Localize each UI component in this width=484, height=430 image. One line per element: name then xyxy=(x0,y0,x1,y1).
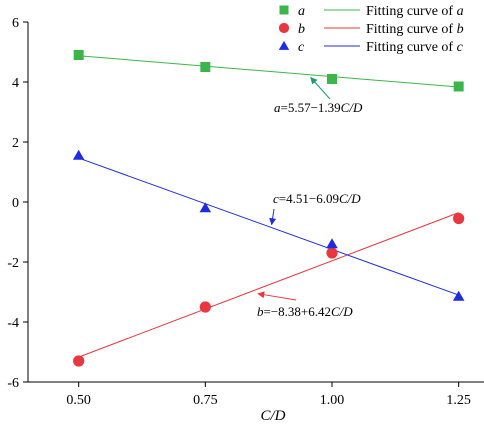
fit-annotations: a=5.57−1.39C/D b=−8.38+6.42C/D c=4.51−6.09… xyxy=(257,76,363,319)
data-point-b xyxy=(199,301,211,313)
x-tick-label: 0.75 xyxy=(193,393,218,408)
annotation-arrow-b xyxy=(257,291,297,301)
data-markers xyxy=(72,50,465,367)
legend-fit-label-a: Fitting curve of a xyxy=(366,4,464,19)
data-point-c xyxy=(72,149,85,160)
legend-fit-label-c: Fitting curve of c xyxy=(366,40,464,55)
data-point-c xyxy=(199,202,212,213)
plot-frame xyxy=(27,22,484,383)
fit-line-a xyxy=(78,55,459,88)
y-tick-label: 4 xyxy=(12,76,19,91)
legend-label-a: a xyxy=(298,4,305,19)
fit-equation-a: a=5.57−1.39C/D xyxy=(274,100,363,115)
data-point-c xyxy=(326,238,338,249)
data-point-a xyxy=(200,62,211,72)
x-tick-label: 1.25 xyxy=(446,393,471,408)
legend: a Fitting curve of a b Fitting curve of b c F… xyxy=(278,4,464,55)
x-tick-label: 0.50 xyxy=(66,393,91,408)
data-point-a xyxy=(73,50,84,60)
y-tick-label: 6 xyxy=(12,16,19,31)
fit-equation-b: b=−8.38+6.42C/D xyxy=(257,304,353,319)
x-axis-title: C/D xyxy=(260,408,285,424)
data-point-b xyxy=(73,355,85,367)
legend-marker-c xyxy=(278,40,290,50)
data-point-a xyxy=(327,74,337,84)
y-tick-label: 2 xyxy=(12,136,19,151)
fit-line-b xyxy=(78,212,459,358)
fit-line-c xyxy=(78,157,459,296)
x-tick-label: 1.00 xyxy=(320,393,345,408)
data-point-a xyxy=(453,81,464,92)
y-tick-label: -4 xyxy=(7,316,19,331)
legend-label-b: b xyxy=(298,22,305,37)
annotation-arrow-c xyxy=(269,208,277,226)
axis-ticks: 6 4 2 0 -2 -4 -6 0.50 0.75 1.00 1.25 xyxy=(7,16,471,408)
annotation-arrow-a xyxy=(310,76,331,100)
legend-label-c: c xyxy=(298,40,305,55)
y-tick-label: -6 xyxy=(7,376,19,391)
legend-marker-a xyxy=(279,5,289,15)
data-point-c xyxy=(452,290,465,301)
fit-lines xyxy=(78,55,459,358)
legend-marker-b xyxy=(278,22,290,34)
legend-fit-label-b: Fitting curve of b xyxy=(366,22,464,37)
y-tick-label: -2 xyxy=(7,256,19,271)
data-point-b xyxy=(326,247,338,259)
y-tick-label: 0 xyxy=(12,196,19,211)
fit-equation-c: c=4.51−6.09C/D xyxy=(273,191,361,206)
data-point-b xyxy=(453,212,465,225)
